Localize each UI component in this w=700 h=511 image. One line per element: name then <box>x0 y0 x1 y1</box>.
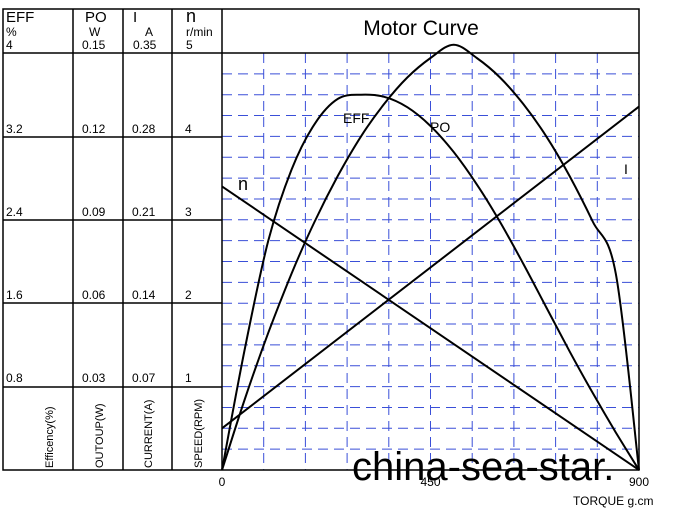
table-cell-value: 0.07 <box>132 371 156 385</box>
x-axis-label: TORQUE g.cm <box>573 494 653 508</box>
eff-axis-label: Efficency(%) <box>44 406 56 468</box>
po-axis-label: OUTOUP(W) <box>94 403 106 468</box>
x-tick-label: 0 <box>219 475 226 489</box>
eff-header-unit: % <box>6 25 17 39</box>
chart-title: Motor Curve <box>363 17 479 40</box>
i-header-name: I <box>133 9 137 26</box>
table-cell-value: 3 <box>185 205 192 219</box>
table-cell-value: 2.4 <box>6 205 23 219</box>
grid-lines <box>222 53 639 470</box>
column-axis-labels: Efficency(%) OUTOUP(W) CURRENT(A) SPEED(… <box>44 399 205 468</box>
eff-header-name: EFF <box>6 9 34 26</box>
table-cell-value: 0.03 <box>82 371 106 385</box>
po-header-max: 0.15 <box>82 38 106 52</box>
eff-series-label: EFF <box>343 110 369 126</box>
x-tick-labels: 0 450 900 <box>219 475 650 489</box>
table-cell-value: 1 <box>185 371 192 385</box>
n-header-max: 5 <box>186 38 193 52</box>
series-eff-curve <box>221 93 640 471</box>
table-cell-value: 0.8 <box>6 371 23 385</box>
table-cell-value: 0.14 <box>132 288 156 302</box>
current-axis-label: CURRENT(A) <box>143 400 155 468</box>
table-cell-value: 1.6 <box>6 288 23 302</box>
table-cell-value: 2 <box>185 288 192 302</box>
table-cell-value: 0.12 <box>82 122 106 136</box>
i-header-max: 0.35 <box>133 38 157 52</box>
table-cell-value: 0.06 <box>82 288 106 302</box>
table-cell-value: 3.2 <box>6 122 23 136</box>
po-series-label: PO <box>430 119 450 135</box>
watermark-text: china-sea-star. <box>352 445 614 489</box>
table-cell-value: 0.28 <box>132 122 156 136</box>
table-cell-value: 4 <box>185 122 192 136</box>
n-header-name: n <box>186 6 196 26</box>
column-headers: EFF % 4 PO W 0.15 I A 0.35 n r/min 5 <box>6 6 213 52</box>
series-i-curve <box>221 105 640 430</box>
eff-header-max: 4 <box>6 38 13 52</box>
x-tick-label: 900 <box>629 475 649 489</box>
po-header-name: PO <box>85 9 107 26</box>
table-frame <box>2 8 640 471</box>
po-header-unit: W <box>89 25 101 39</box>
speed-axis-label: SPEED(RPM) <box>193 399 205 468</box>
i-series-label: I <box>624 161 628 177</box>
n-header-unit: r/min <box>186 25 213 39</box>
n-series-label: n <box>238 174 248 194</box>
table-cell-value: 0.09 <box>82 205 106 219</box>
x-tick-label: 450 <box>420 475 440 489</box>
series-n-curve <box>221 185 640 471</box>
table-cell-value: 0.21 <box>132 205 156 219</box>
scale-table: 3.2 2.4 1.6 0.8 0.12 0.09 0.06 0.03 0.28 0.21 0.14… <box>6 122 192 385</box>
i-header-unit: A <box>145 25 153 39</box>
